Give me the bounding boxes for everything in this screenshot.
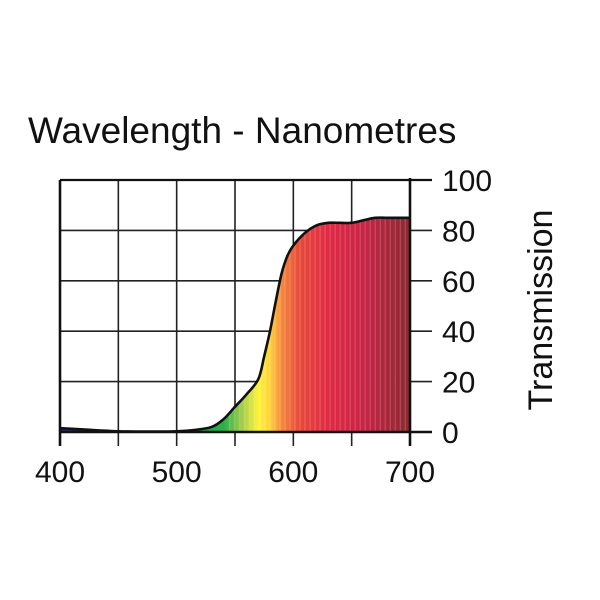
spectrum-stripe <box>279 217 281 432</box>
y-axis-label: Transmission <box>522 210 560 411</box>
spectrum-stripe <box>384 217 386 432</box>
x-tick-label-500: 500 <box>152 456 202 489</box>
spectrum-stripe <box>349 217 351 432</box>
spectrum-stripe <box>374 217 376 432</box>
spectrum-stripe <box>359 217 361 432</box>
spectrum-stripe <box>239 217 241 432</box>
spectrum-stripe <box>389 217 391 432</box>
y-tick-labels: 0 20 40 60 80 100 <box>442 165 492 450</box>
spectrum-stripe <box>229 217 231 432</box>
spectrum-stripe <box>274 217 276 432</box>
spectrum-stripe <box>284 217 286 432</box>
spectrum-stripe <box>254 217 256 432</box>
spectrum-stripe <box>319 217 321 432</box>
spectrum-stripe <box>399 217 401 432</box>
spectrum-stripe <box>344 217 346 432</box>
spectrum-stripe <box>249 217 251 432</box>
spectrum-stripe <box>329 217 331 432</box>
spectrum-stripe <box>309 217 311 432</box>
x-tick-label-400: 400 <box>35 456 85 489</box>
spectrum-stripe <box>294 217 296 432</box>
spectrum-stripe <box>394 217 396 432</box>
spectrum-stripe <box>339 217 341 432</box>
y-tick-label-40: 40 <box>442 316 475 349</box>
spectrum-stripe <box>304 217 306 432</box>
spectrum-stripe <box>259 217 261 432</box>
y-tick-label-60: 60 <box>442 266 475 299</box>
axes <box>58 178 432 446</box>
chart-title: Wavelength - Nanometres <box>28 110 456 151</box>
spectrum-stripe <box>334 217 336 432</box>
spectrum-stripe <box>269 217 271 432</box>
y-tick-label-20: 20 <box>442 367 475 400</box>
x-tick-label-700: 700 <box>385 456 435 489</box>
spectrum-stripe <box>314 217 316 432</box>
spectrum-stripe <box>289 217 291 432</box>
x-tick-label-600: 600 <box>268 456 318 489</box>
spectrum-stripe <box>379 217 381 432</box>
y-tick-label-80: 80 <box>442 215 475 248</box>
spectrum-stripe <box>404 217 406 432</box>
spectrum-stripe <box>299 217 301 432</box>
spectrum-stripe <box>364 217 366 432</box>
y-tick-label-0: 0 <box>442 417 459 450</box>
x-tick-labels: 400 500 600 700 <box>35 456 435 489</box>
spectrum-stripe <box>354 217 356 432</box>
spectrum-stripe <box>264 217 266 432</box>
spectrum-stripe <box>369 217 371 432</box>
spectrum-stripe <box>324 217 326 432</box>
y-tick-label-100: 100 <box>442 165 492 198</box>
